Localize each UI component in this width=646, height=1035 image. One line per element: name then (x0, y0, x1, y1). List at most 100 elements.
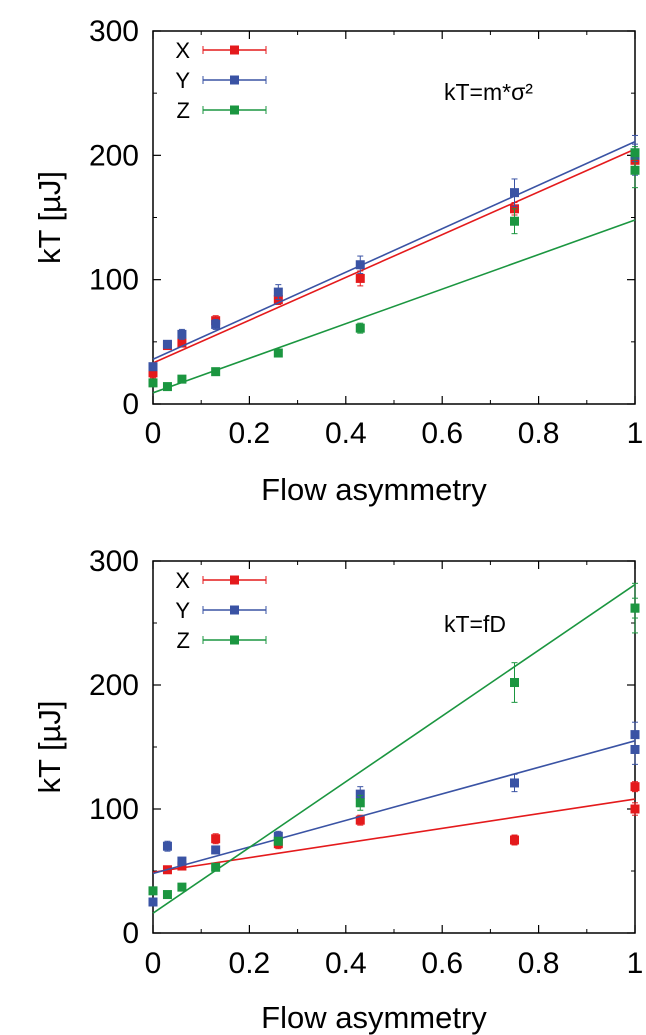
data-point (177, 374, 187, 384)
data-point (355, 260, 365, 270)
series-x (148, 148, 640, 379)
fit-line (152, 148, 636, 364)
data-point (355, 798, 365, 808)
data-point (177, 329, 187, 339)
data-point (355, 273, 365, 283)
x-tick-label: 0.2 (229, 417, 271, 450)
data-point (510, 188, 519, 198)
y-tick-label: 200 (89, 139, 139, 172)
series-z (148, 146, 640, 394)
legend-item-x: X (175, 38, 267, 63)
series-y (148, 134, 640, 372)
chart-panel-1: 0 0.2 0.4 0.6 0.8 1 0 100 200 300 Flow asymmetry kT… (32, 15, 643, 507)
x-tick-label: 1 (627, 947, 644, 980)
legend-label: Y (175, 68, 190, 93)
legend-label: X (175, 568, 190, 593)
legend-item-y: Y (175, 68, 267, 93)
x-tick-label: 1 (627, 417, 644, 450)
data-point (510, 778, 519, 788)
legend-item-z: Z (177, 98, 267, 123)
data-point (148, 897, 158, 907)
x-axis-label: Flow asymmetry (261, 1000, 487, 1035)
data-point (630, 804, 640, 814)
data-point (162, 339, 172, 349)
fit-line (152, 740, 636, 875)
data-point (148, 362, 158, 372)
x-axis-label: Flow asymmetry (261, 472, 487, 507)
data-point (630, 782, 640, 792)
plot-frame (152, 560, 636, 934)
data-point (177, 882, 187, 892)
data-point (630, 730, 640, 740)
fit-line (152, 798, 636, 874)
x-tick-label: 0.6 (421, 417, 463, 450)
data-point (630, 165, 640, 175)
legend-marker (230, 635, 239, 645)
x-tick-label: 0 (145, 417, 162, 450)
legend-label: Z (177, 98, 190, 123)
data-point (148, 368, 158, 378)
x-tick-label: 0.4 (325, 947, 367, 980)
y-tick-label: 100 (89, 264, 139, 297)
series-y (148, 721, 640, 907)
data-point (630, 744, 640, 754)
y-axis-label: kT [µJ] (32, 700, 67, 793)
legend-label: Y (175, 598, 190, 623)
y-axis-label: kT [µJ] (32, 171, 67, 264)
data-point (211, 367, 221, 377)
data-point (148, 886, 158, 896)
data-point (355, 815, 365, 825)
legend-label: Z (177, 628, 190, 653)
data-point (211, 862, 221, 872)
x-tick-label: 0.6 (421, 947, 463, 980)
data-point (177, 338, 187, 348)
series-x (148, 781, 640, 907)
plot-frame (152, 30, 636, 405)
y-tick-label: 0 (122, 388, 139, 421)
data-point (510, 835, 519, 845)
x-tick-label: 0.8 (518, 947, 560, 980)
fit-line (152, 140, 636, 360)
legend-marker (230, 45, 239, 55)
legend-marker (230, 605, 239, 615)
data-point (273, 348, 283, 358)
legend-item-z: Z (177, 628, 267, 653)
data-point (177, 856, 187, 866)
data-point (162, 841, 172, 851)
x-tick-label: 0.8 (518, 417, 560, 450)
x-tick-label: 0 (145, 947, 162, 980)
y-tick-label: 300 (89, 15, 139, 48)
y-tick-label: 300 (89, 545, 139, 578)
x-tick-label: 0.4 (325, 417, 367, 450)
y-tick-label: 100 (89, 793, 139, 826)
data-point (273, 831, 283, 841)
data-point (148, 378, 158, 388)
y-tick-label: 200 (89, 669, 139, 702)
y-tick-label: 0 (122, 917, 139, 950)
data-point (273, 287, 283, 297)
data-point (273, 836, 283, 846)
data-point (355, 789, 365, 799)
legend-item-y: Y (175, 598, 267, 623)
legend-item-x: X (175, 568, 267, 593)
series-z (148, 582, 640, 914)
data-point (162, 890, 172, 900)
chart-panel-2: 0 0.2 0.4 0.6 0.8 1 0 100 200 300 Flow asymmetry kT… (32, 545, 643, 1035)
data-point (355, 323, 365, 333)
legend-marker (230, 105, 239, 115)
data-point (510, 216, 519, 226)
legend-marker (230, 575, 239, 585)
data-point (211, 834, 221, 844)
legend-label: X (175, 38, 190, 63)
data-point (211, 845, 221, 855)
chart-annotation: kT=fD (444, 611, 506, 637)
data-point (630, 148, 640, 158)
data-point (162, 382, 172, 392)
data-point (211, 319, 221, 329)
x-tick-label: 0.2 (229, 947, 271, 980)
legend-marker (230, 75, 239, 85)
fit-line (152, 583, 636, 914)
data-point (630, 603, 640, 613)
data-point (510, 678, 519, 688)
